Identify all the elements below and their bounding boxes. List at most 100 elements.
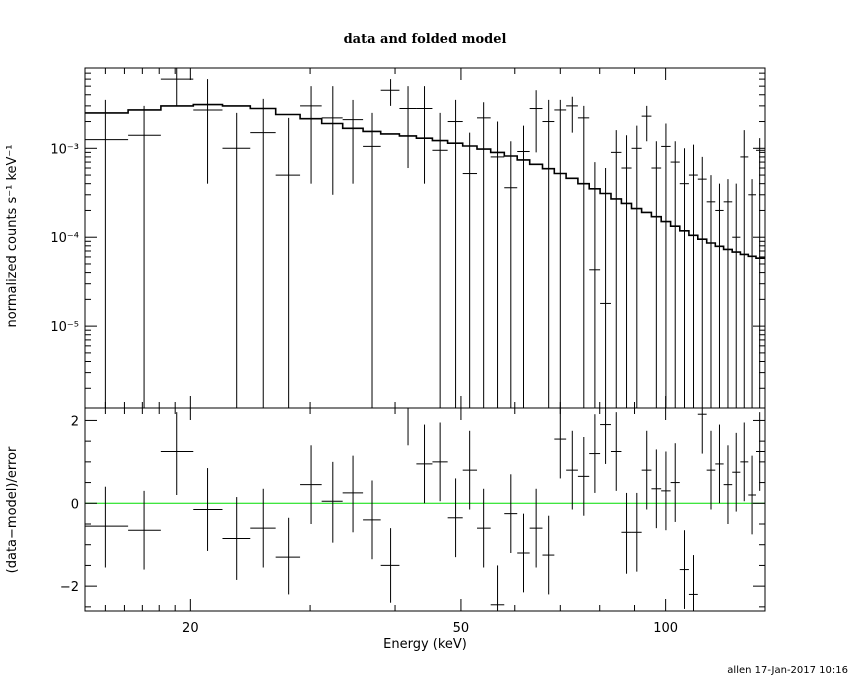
residual-data-point [300, 445, 322, 524]
residual-data-point [756, 412, 765, 491]
x-tick-label: 100 [653, 621, 678, 636]
spectrum-data-point [193, 79, 223, 184]
residual-data-point [600, 408, 611, 464]
x-tick-label: 50 [453, 621, 470, 636]
residual-data-point [529, 488, 543, 568]
spectrum-y-tick-label: 10⁻⁵ [50, 320, 79, 335]
residual-data-point [621, 492, 632, 574]
spectrum-data-point [222, 112, 251, 408]
residual-marks [85, 407, 765, 611]
spectrum-data-point [517, 125, 530, 408]
residual-data-point [651, 449, 662, 529]
residual-data-point [447, 478, 463, 558]
spectrum-data-point [128, 105, 161, 408]
residual-data-point [321, 461, 343, 543]
residual-data-point [697, 408, 707, 454]
spectrum-data-point [432, 112, 448, 408]
residual-data-point [706, 430, 716, 510]
residual-data-point [363, 480, 381, 560]
spectrum-data-point [477, 102, 491, 408]
spectrum-data-point [554, 99, 567, 408]
x-axis-label: Energy (keV) [383, 637, 467, 652]
spectrum-marks [85, 68, 765, 408]
residual-data-point [462, 430, 478, 510]
spectrum-data-point [462, 132, 478, 408]
residual-data-point [432, 422, 448, 502]
residual-data-point [554, 408, 567, 479]
spectrum-data-point [380, 79, 400, 106]
spectrum-data-point [447, 99, 463, 408]
residual-data-point [661, 451, 671, 531]
residual-data-point [160, 412, 194, 495]
residual-data-point [610, 412, 622, 491]
spectrum-data-point [670, 141, 680, 408]
residual-y-ticks: −2 0 2 [60, 414, 765, 608]
spectrum-data-point [490, 121, 505, 408]
residual-data-point [193, 468, 223, 551]
spectrum-data-point [577, 105, 590, 408]
spectrum-data-point [679, 148, 689, 408]
residual-data-point [641, 430, 652, 510]
residual-data-point [342, 455, 364, 533]
residual-data-point [542, 515, 555, 595]
spectrum-data-point [363, 112, 381, 408]
residual-data-point [688, 555, 698, 611]
timestamp-stamp: allen 17-Jan-2017 10:16 [727, 665, 848, 676]
top-panel: 10⁻⁵ 10⁻⁴ 10⁻³ normalized counts s⁻¹ keV⁻¹ [5, 67, 766, 409]
residual-data-point [566, 430, 578, 510]
residual-data-point [250, 488, 276, 568]
spectrum-data-point [589, 162, 601, 408]
spectrum-data-point [748, 179, 757, 408]
spectrum-data-point [529, 90, 543, 153]
residual-data-point [85, 486, 129, 568]
bottom-panel-frame [84, 407, 766, 612]
spectrum-data-point [610, 130, 622, 408]
residual-data-point [275, 517, 301, 595]
residual-data-point [490, 565, 505, 611]
residual-data-point [679, 530, 689, 609]
spectrum-data-point [566, 96, 578, 133]
spectrum-data-point [651, 141, 662, 408]
spectrum-data-point [715, 183, 724, 408]
residual-data-point [589, 414, 601, 493]
residual-data-point [740, 422, 749, 502]
spectrum-data-point [321, 86, 343, 195]
spectrum-data-point [85, 99, 129, 408]
spectrum-y-tick-label: 10⁻³ [50, 142, 79, 157]
residual-data-point [577, 437, 590, 516]
residual-data-point [748, 455, 757, 535]
spectrum-y-tick-label: 10⁻⁴ [50, 231, 79, 246]
spectrum-data-point [342, 99, 364, 184]
spectrum-data-point [600, 168, 611, 408]
spectrum-data-point [740, 130, 749, 408]
spectrum-y-axis-label: normalized counts s⁻¹ keV⁻¹ [5, 145, 20, 328]
residual-data-point [670, 443, 680, 522]
spectrum-data-point [688, 144, 698, 408]
residual-data-point [631, 492, 642, 572]
x-tick-label: 20 [182, 621, 199, 636]
spectrum-data-point [706, 175, 716, 408]
spectrum-data-point [275, 117, 301, 408]
spectrum-data-point [300, 86, 322, 184]
residual-data-point [477, 488, 491, 568]
spectrum-data-point [416, 86, 433, 184]
folded-model-line [85, 103, 765, 259]
residual-data-point [504, 474, 518, 553]
spectrum-data-point [542, 99, 555, 408]
residual-data-point [128, 490, 161, 570]
spectrum-data-point [504, 141, 518, 408]
residual-data-point [222, 497, 251, 580]
residual-data-point [723, 445, 733, 524]
spectrum-data-point [641, 105, 652, 142]
x-axis-ticks: 20 50 100 [104, 68, 678, 636]
bottom-panel: −2 0 2 (data−model)/error [5, 407, 766, 612]
residual-y-tick-label: 0 [71, 497, 79, 512]
spectrum-y-ticks: 10⁻⁵ 10⁻⁴ 10⁻³ [50, 67, 765, 389]
residual-data-point [715, 424, 724, 504]
residual-data-point [517, 513, 530, 593]
spectrum-data-point [160, 68, 194, 106]
spectrum-data-point [399, 86, 417, 169]
spectrum-data-point [621, 135, 632, 408]
residual-data-point [416, 424, 433, 504]
spectrum-data-point [250, 98, 276, 408]
